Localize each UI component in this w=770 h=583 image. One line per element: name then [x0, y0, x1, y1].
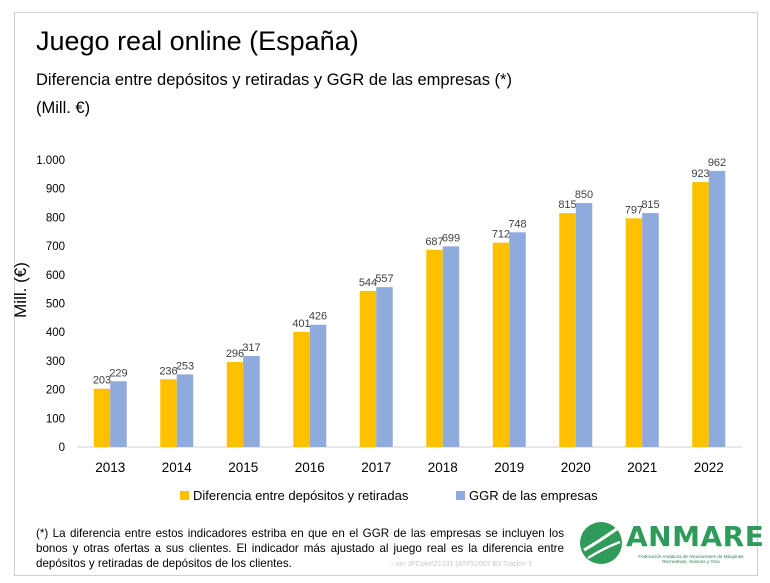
bar-diferencia [625, 218, 643, 447]
data-label-ggr: 962 [708, 157, 726, 169]
x-tick-label: 2016 [295, 460, 325, 475]
x-tick-label: 2014 [162, 460, 193, 475]
data-label-diferencia: 712 [492, 229, 510, 241]
y-tick-label: 900 [46, 184, 65, 196]
x-tick-label: 2021 [627, 460, 657, 475]
data-label-ggr: 815 [641, 199, 659, 211]
bar-diferencia [692, 182, 709, 447]
legend-label-diferencia: Diferencia entre depósitos y retiradas [193, 488, 409, 503]
y-tick-label: 300 [46, 356, 65, 368]
bar-diferencia [93, 388, 111, 447]
x-tick-label: 2019 [494, 460, 524, 475]
bar-diferencia [559, 213, 576, 447]
data-label-ggr: 850 [575, 189, 593, 201]
bar-ggr [309, 324, 327, 447]
data-label-diferencia: 797 [625, 204, 643, 216]
x-tick-label: 2020 [561, 460, 591, 475]
y-tick-label: 500 [46, 299, 65, 311]
data-label-ggr: 253 [176, 360, 194, 372]
y-tick-label: 700 [46, 241, 65, 253]
legend-swatch-ggr [456, 491, 465, 500]
x-tick-label: 2022 [694, 460, 724, 475]
data-label-diferencia: 203 [93, 375, 111, 387]
bar-ggr [110, 381, 127, 447]
slide-frame [14, 12, 758, 576]
data-label-diferencia: 544 [359, 277, 377, 289]
data-label-ggr: 229 [109, 367, 127, 379]
logo-tagline: Federación Andaluza de Asociaciones de M… [638, 554, 744, 565]
bar-diferencia [359, 290, 377, 447]
bar-diferencia [160, 379, 177, 447]
data-label-ggr: 699 [442, 232, 460, 244]
data-label-diferencia: 401 [292, 318, 310, 330]
bar-ggr [642, 213, 659, 447]
bar-diferencia [492, 242, 510, 447]
data-label-diferencia: 815 [558, 199, 576, 211]
x-tick-label: 2015 [228, 460, 258, 475]
x-tick-label: 2018 [428, 460, 458, 475]
y-tick-label: 200 [46, 385, 65, 397]
y-axis-title: Mill. (€) [11, 262, 30, 318]
data-label-diferencia: 236 [159, 365, 177, 377]
logo-wordmark: ANMARE [626, 520, 765, 553]
data-label-diferencia: 923 [691, 168, 709, 180]
bar-ggr [243, 356, 260, 447]
anmare-logo: ANMARE Federación Andaluza de Asociacion… [576, 516, 764, 572]
unit-label: (Mill. €) [36, 99, 91, 117]
bar-ggr [575, 203, 593, 447]
data-label-diferencia: 687 [425, 236, 443, 248]
page-title: Juego real online (España) [36, 26, 359, 56]
data-label-diferencia: 296 [226, 348, 244, 360]
y-tick-label: 600 [46, 270, 65, 282]
y-tick-label: 100 [46, 413, 65, 425]
bar-diferencia [226, 362, 244, 447]
legend-label-ggr: GGR de las empresas [469, 488, 598, 503]
x-tick-label: 2017 [361, 460, 391, 475]
data-label-ggr: 748 [508, 218, 526, 230]
data-label-ggr: 317 [242, 342, 260, 354]
bar-ggr [442, 246, 460, 447]
bar-ggr [376, 287, 393, 447]
anmare-logo-icon [580, 522, 622, 564]
y-tick-label: 400 [46, 327, 65, 339]
bar-ggr [509, 232, 526, 447]
footnote: (*) La diferencia entre estos indicadore… [36, 527, 564, 570]
data-label-ggr: 557 [375, 273, 393, 285]
bar-ggr [176, 374, 194, 447]
watermark-text: ...om JPCoke\21331 (ATP)\2007 B3 Tracker… [390, 561, 533, 568]
bar-diferencia [293, 331, 310, 447]
y-tick-label: 800 [46, 212, 65, 224]
page-subtitle: Diferencia entre depósitos y retiradas y… [36, 71, 512, 89]
data-label-ggr: 426 [309, 311, 327, 323]
legend-swatch-diferencia [180, 491, 189, 500]
bar-ggr [708, 170, 726, 447]
y-tick-label: 0 [59, 442, 65, 454]
x-tick-label: 2013 [95, 460, 125, 475]
bar-diferencia [426, 249, 443, 447]
y-tick-label: 1.000 [36, 155, 65, 167]
